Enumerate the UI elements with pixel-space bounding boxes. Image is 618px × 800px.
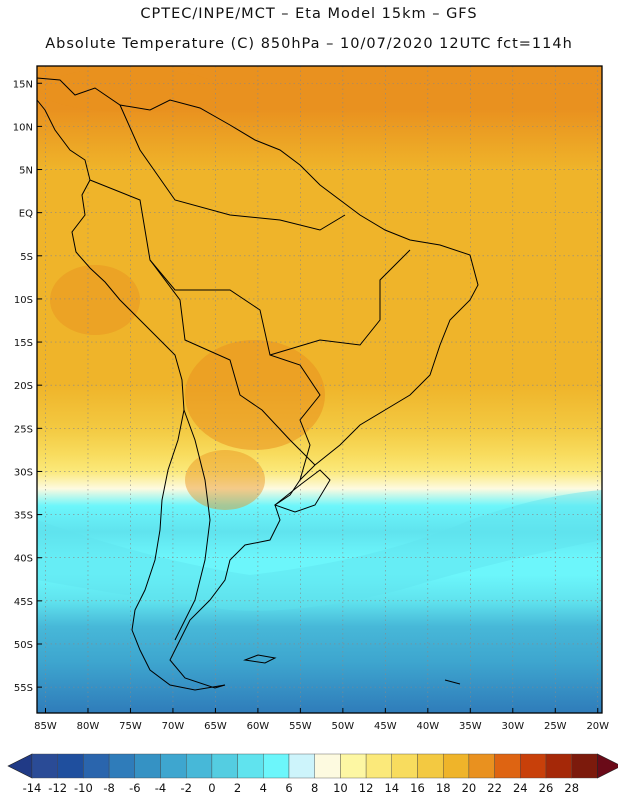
- colorbar-box: [83, 753, 110, 779]
- colorbar-box: [417, 753, 444, 779]
- colorbar-box: [520, 753, 547, 779]
- colorbar-label: -6: [129, 781, 140, 795]
- lat-tick-label: 35S: [14, 511, 33, 522]
- lon-tick-label: 65W: [204, 721, 227, 732]
- colorbar-box: [571, 753, 598, 779]
- colorbar-box: [211, 753, 238, 779]
- colorbar-box: [134, 753, 161, 779]
- colorbar-box: [545, 753, 572, 779]
- colorbar-box: [314, 753, 341, 779]
- lon-tick-label: 30W: [501, 721, 524, 732]
- colorbar-box: [31, 753, 58, 779]
- lat-tick-label: 55S: [14, 683, 33, 694]
- colorbar-label: 10: [333, 781, 348, 795]
- colorbar-label: 14: [384, 781, 399, 795]
- lat-tick-label: 30S: [14, 467, 33, 478]
- lat-tick-label: 50S: [14, 640, 33, 651]
- colorbar-label: -8: [103, 781, 114, 795]
- colorbar-box: [160, 753, 187, 779]
- warm-anomaly-paraguay: [185, 340, 325, 450]
- atlantic-coastline: [37, 77, 479, 689]
- colorbar-boxes: [7, 753, 618, 779]
- lon-tick-label: 60W: [247, 721, 270, 732]
- lon-tick-label: 50W: [332, 721, 355, 732]
- colorbar-label: 20: [462, 781, 477, 795]
- lon-tick-label: 45W: [374, 721, 397, 732]
- colorbar-box: [365, 753, 393, 779]
- lat-tick-label: 40S: [14, 554, 33, 565]
- lat-tick-label: 10N: [13, 122, 33, 133]
- colorbar-over-arrow: [597, 753, 618, 779]
- colorbar-under-arrow: [7, 753, 33, 779]
- colorbar-label: 16: [410, 781, 425, 795]
- lon-tick-label: 75W: [119, 721, 142, 732]
- lat-tick-label: 15N: [13, 79, 33, 90]
- falkland-islands: [243, 654, 277, 664]
- northern-border: [119, 104, 346, 231]
- lat-tick-label: 5N: [19, 166, 33, 177]
- andes-border: [174, 409, 211, 641]
- colorbar-label: -2: [180, 781, 191, 795]
- south-georgia: [444, 679, 461, 685]
- colorbar-box: [468, 753, 495, 779]
- colorbar-label: 18: [436, 781, 451, 795]
- warm-anomaly-argentina: [185, 450, 265, 510]
- brazil-western-border: [89, 179, 321, 481]
- lat-tick-label: 5S: [20, 252, 33, 263]
- temperature-colorbar: -14 -12 -10 -8 -6 -4 -2 0 2 4 6 8 10 12 14 16 18 20 22 24 26…: [7, 753, 618, 795]
- latitude-labels: 15N 10N 5N EQ 5S 10S 15S 20S 25S 30S 35S 40S 45S 50S 5…: [13, 79, 42, 694]
- colorbar-label: -12: [48, 781, 67, 795]
- colorbar-label: 8: [311, 781, 318, 795]
- colorbar-label: 6: [285, 781, 292, 795]
- colorbar-box: [494, 753, 521, 779]
- lon-tick-label: 40W: [417, 721, 440, 732]
- colorbar-box: [288, 753, 315, 779]
- colorbar-label: 22: [487, 781, 502, 795]
- brazil-state-borders: [269, 249, 411, 356]
- lon-tick-label: 25W: [544, 721, 567, 732]
- chart-title-line-1: CPTEC/INPE/MCT – Eta Model 15km – GFS: [140, 6, 478, 22]
- colorbar-label: 4: [260, 781, 267, 795]
- warm-anomaly-caribbean: [40, 68, 220, 112]
- lon-tick-label: 80W: [77, 721, 100, 732]
- colorbar-label: -4: [155, 781, 166, 795]
- longitude-labels: 85W 80W 75W 70W 65W 60W 55W 50W 45W 40W 35W 30W 25W 2…: [34, 708, 609, 732]
- cold-tongue: [37, 490, 602, 611]
- map-frame: [36, 65, 603, 714]
- lat-tick-label: 15S: [14, 338, 33, 349]
- colorbar-box: [108, 753, 135, 779]
- colorbar-box: [237, 753, 264, 779]
- colorbar-labels: -14 -12 -10 -8 -6 -4 -2 0 2 4 6 8 10 12 14 16 18 20 22 24 26…: [23, 781, 579, 795]
- chart-title-line-2: Absolute Temperature (C) 850hPa – 10/07/…: [45, 36, 573, 52]
- colorbar-label: 24: [513, 781, 528, 795]
- colorbar-box: [57, 753, 84, 779]
- lat-tick-label: 25S: [14, 424, 33, 435]
- colorbar-label: 0: [208, 781, 215, 795]
- lat-tick-label: 10S: [14, 295, 33, 306]
- colorbar-box: [443, 753, 470, 779]
- colorbar-box: [263, 753, 290, 779]
- colorbar-box: [391, 753, 418, 779]
- coastlines-and-borders: [37, 77, 479, 691]
- lat-tick-label: EQ: [19, 209, 33, 220]
- colorbar-label: -14: [23, 781, 42, 795]
- colorbar-label: 2: [234, 781, 241, 795]
- colorbar-label: 26: [539, 781, 554, 795]
- colorbar-label: 12: [359, 781, 374, 795]
- lat-tick-label: 45S: [14, 597, 33, 608]
- bolivia-paraguay-border: [149, 259, 316, 466]
- lon-tick-label: 35W: [459, 721, 482, 732]
- lat-tick-label: 20S: [14, 381, 33, 392]
- colorbar-box: [340, 753, 367, 779]
- lon-tick-label: 85W: [34, 721, 57, 732]
- uruguay-outline: [273, 469, 331, 513]
- lon-tick-label: 20W: [586, 721, 609, 732]
- colorbar-label: -10: [74, 781, 93, 795]
- colorbar-label: 28: [564, 781, 579, 795]
- warm-anomaly-peru-coast: [50, 265, 140, 335]
- colorbar-box: [185, 753, 213, 779]
- lon-tick-label: 55W: [289, 721, 312, 732]
- lon-tick-label: 70W: [162, 721, 185, 732]
